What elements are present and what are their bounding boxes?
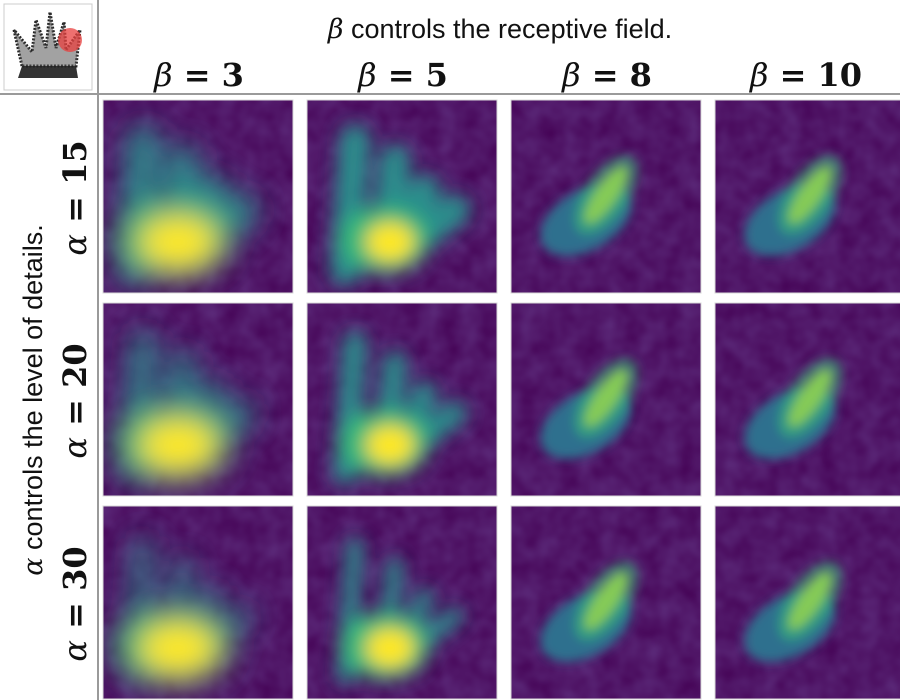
row-label-alpha-20: α = 20 — [56, 343, 94, 458]
heatmap-activation — [333, 331, 467, 485]
heatmap-cell — [510, 302, 702, 497]
heatmap-frame — [714, 302, 900, 497]
heatmap-activation — [329, 124, 471, 286]
heatmap-activation — [744, 155, 842, 257]
heatmap-cell — [102, 505, 294, 700]
heatmap-cell — [714, 505, 900, 700]
heatmap-activation — [744, 358, 842, 460]
heatmap-frame — [714, 505, 900, 700]
heatmap-frame — [102, 99, 294, 294]
heatmap-cell — [306, 99, 498, 294]
heatmap-activation — [113, 331, 255, 485]
row-label-alpha-15: α = 15 — [56, 140, 94, 255]
heatmap-activation — [540, 358, 638, 460]
heatmap-cell — [102, 99, 294, 294]
heatmap-cell — [102, 302, 294, 497]
heatmap-frame — [102, 302, 294, 497]
heatmap-cell — [510, 505, 702, 700]
heatmap-cell — [306, 505, 498, 700]
heatmap-frame — [306, 302, 498, 497]
heatmap-frame — [306, 99, 498, 294]
alpha-caption: α controls the level of details. — [18, 224, 49, 575]
row-label-alpha-30: α = 30 — [56, 546, 94, 661]
heatmap-frame — [306, 505, 498, 700]
column-label-beta-5: β = 5 — [357, 56, 448, 94]
column-label-beta-3: β = 3 — [153, 56, 244, 94]
column-label-beta-8: β = 8 — [561, 56, 652, 94]
heatmap-cell — [714, 99, 900, 294]
column-labels: β = 3 β = 5 β = 8 β = 10 — [153, 56, 862, 94]
heatmap-cell — [714, 302, 900, 497]
heatmap-frame — [510, 302, 702, 497]
heatmap-activation — [113, 537, 252, 686]
column-label-beta-10: β = 10 — [749, 56, 862, 94]
crown-reference-image — [3, 3, 93, 91]
beta-caption: β controls the receptive field. — [327, 14, 672, 45]
heatmap-frame — [714, 99, 900, 294]
heatmap-activation — [113, 124, 259, 286]
heatmap-cell — [510, 99, 702, 294]
heatmap-activation — [540, 155, 638, 257]
heatmap-activation — [540, 561, 638, 663]
heatmap-cell — [306, 302, 498, 497]
heatmap-grid — [102, 99, 900, 700]
heatmap-frame — [510, 99, 702, 294]
heatmap-frame — [102, 505, 294, 700]
heatmap-frame — [510, 505, 702, 700]
heatmap-activation — [744, 561, 842, 663]
highlight-circle — [58, 28, 82, 52]
row-labels: α = 15 α = 20 α = 30 — [56, 140, 94, 661]
heatmap-activation — [336, 537, 464, 685]
